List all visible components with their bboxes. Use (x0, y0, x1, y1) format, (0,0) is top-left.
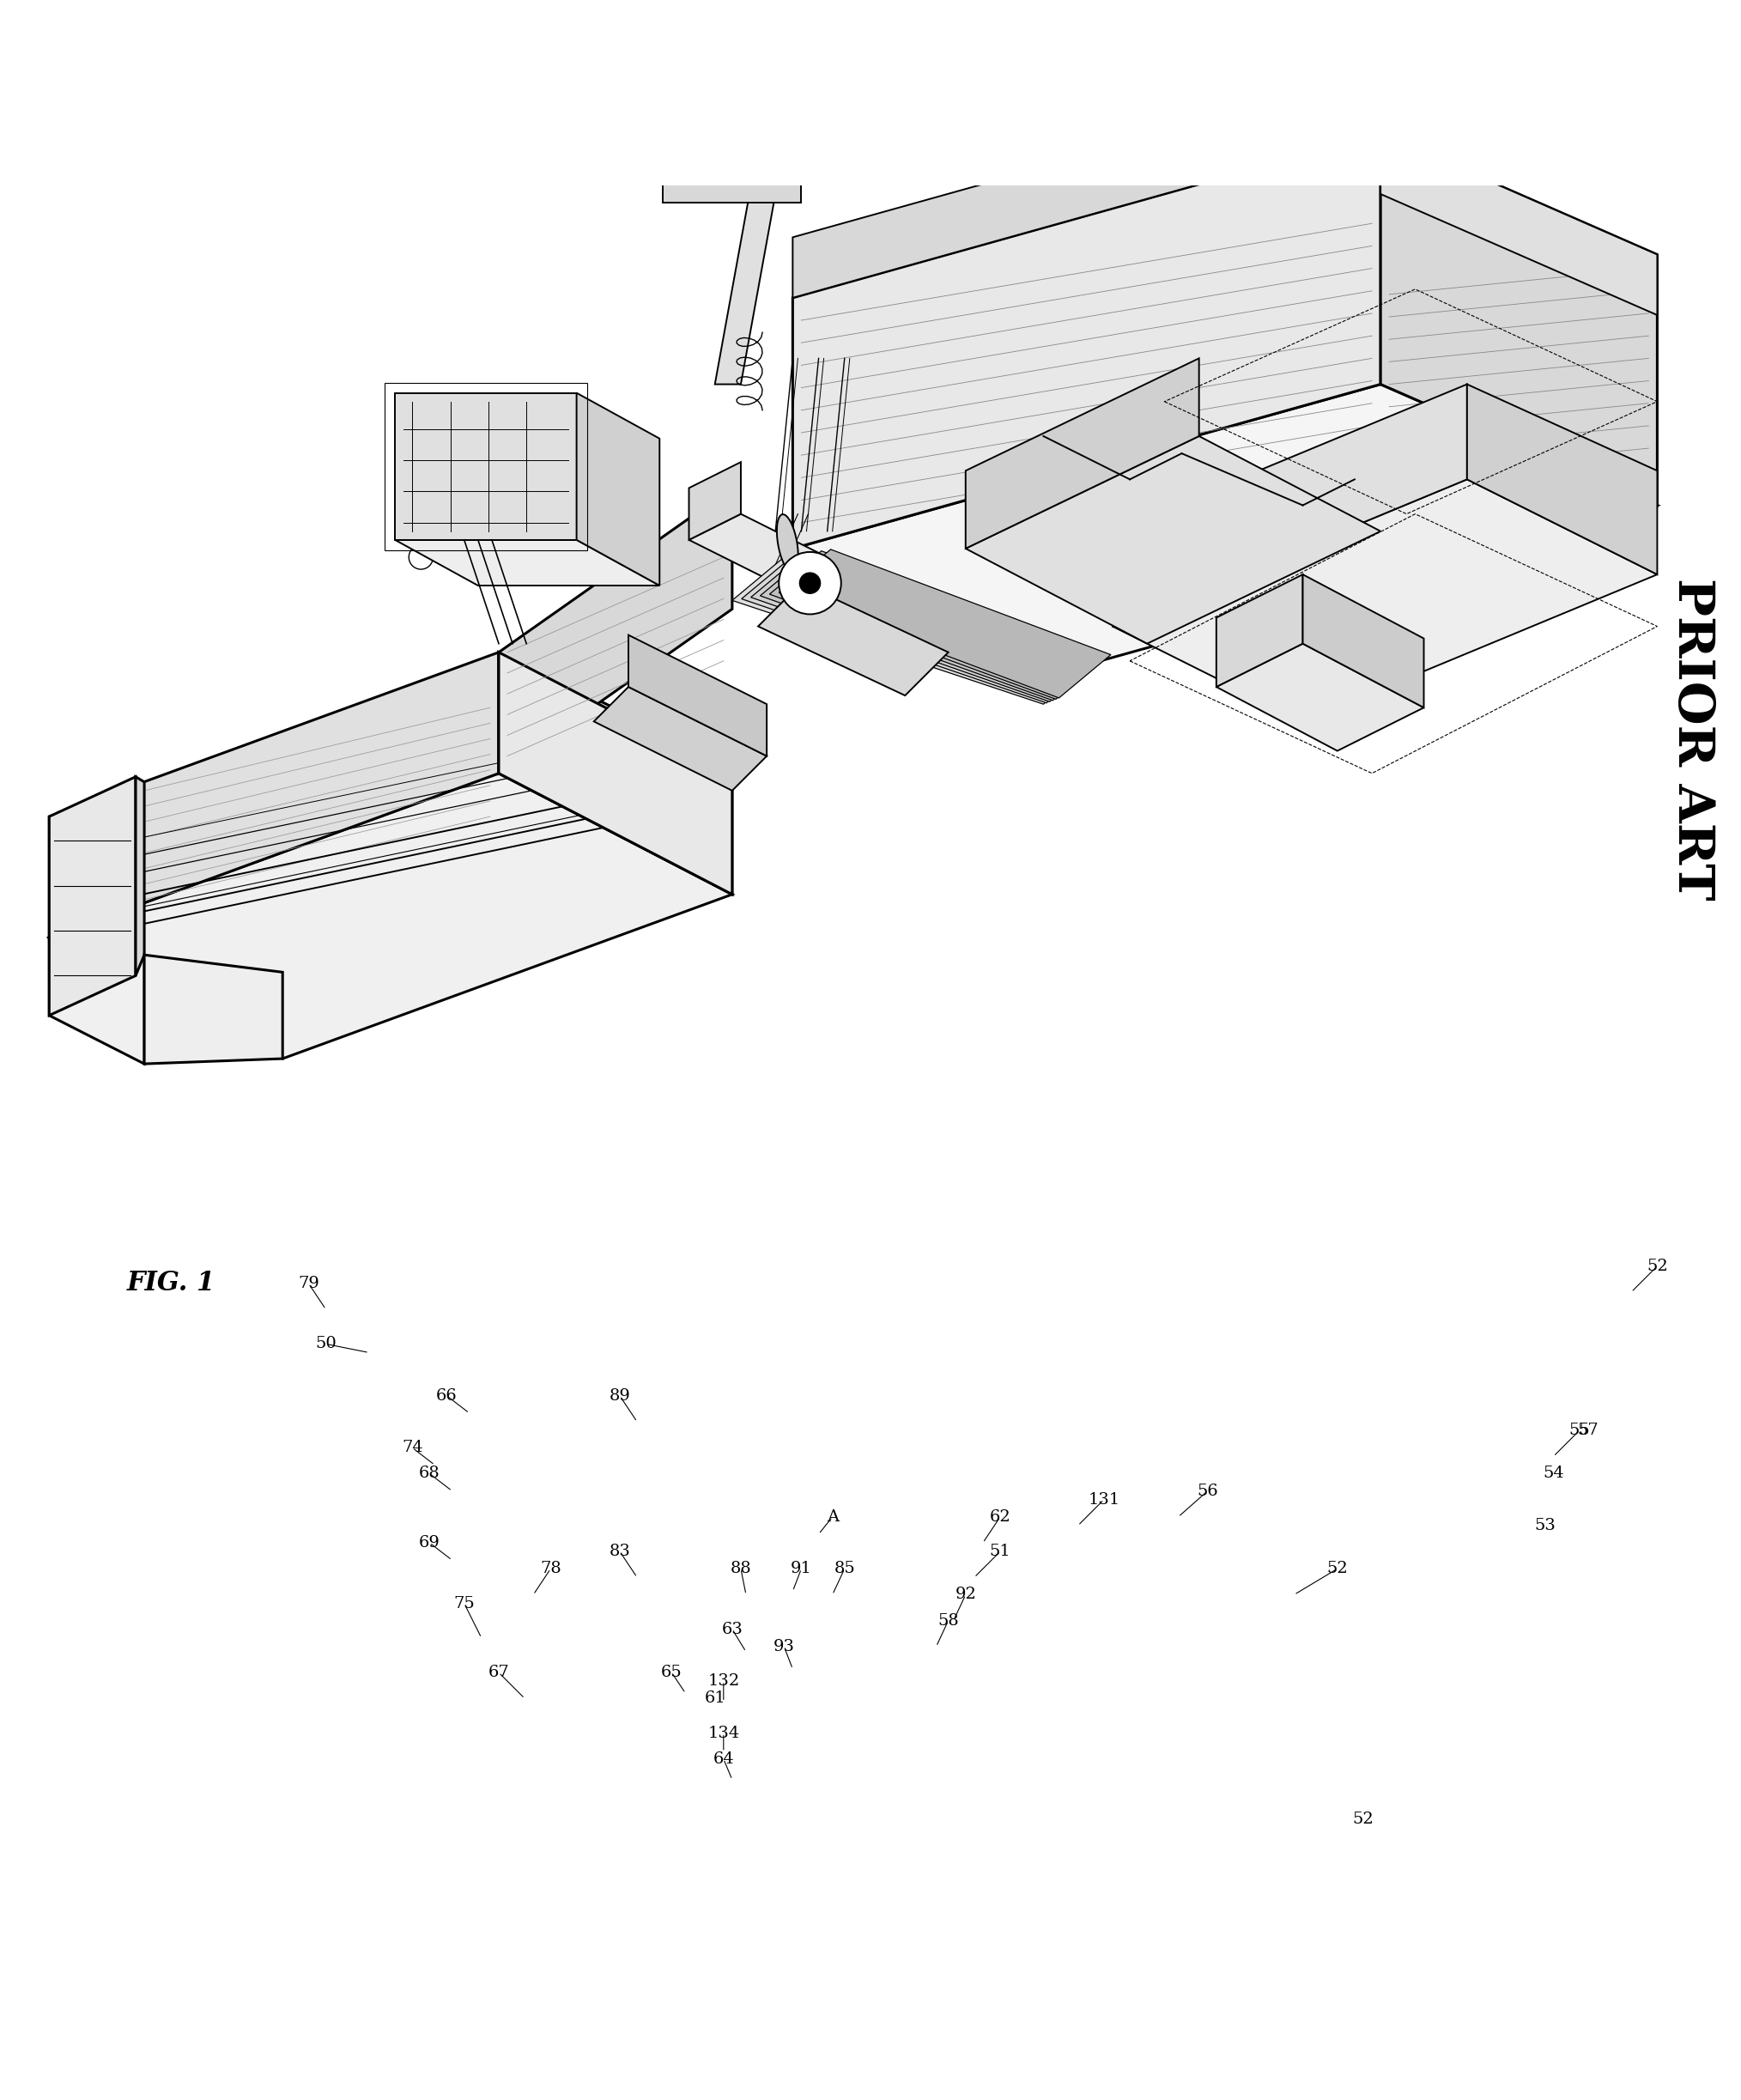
Polygon shape (792, 74, 1381, 298)
Text: 67: 67 (487, 1665, 510, 1680)
Text: 89: 89 (609, 1388, 630, 1403)
Polygon shape (966, 359, 1200, 548)
Polygon shape (750, 554, 1102, 701)
Text: 74: 74 (402, 1441, 423, 1455)
Polygon shape (498, 653, 733, 895)
Text: 53: 53 (1534, 1518, 1555, 1533)
Text: 54: 54 (1543, 1466, 1563, 1481)
Text: 52: 52 (1647, 1258, 1668, 1275)
Text: 51: 51 (989, 1544, 1012, 1558)
Text: 88: 88 (729, 1560, 752, 1577)
Polygon shape (498, 653, 733, 895)
Polygon shape (49, 653, 498, 937)
Bar (716, 521, 731, 536)
Text: 131: 131 (1088, 1491, 1119, 1508)
Polygon shape (1112, 479, 1657, 722)
Polygon shape (1381, 134, 1657, 506)
Text: 66: 66 (437, 1388, 458, 1403)
Polygon shape (1468, 384, 1657, 575)
Polygon shape (1112, 384, 1468, 626)
Text: 83: 83 (609, 1544, 630, 1558)
Text: 64: 64 (712, 1751, 735, 1766)
Text: 78: 78 (540, 1560, 561, 1577)
Text: 93: 93 (773, 1638, 796, 1655)
Text: FIG. 1: FIG. 1 (127, 1270, 216, 1298)
Text: 52: 52 (1327, 1560, 1348, 1577)
Polygon shape (757, 584, 949, 695)
Text: 62: 62 (989, 1510, 1012, 1525)
Polygon shape (576, 393, 660, 586)
Text: 50: 50 (315, 1336, 336, 1352)
Text: 63: 63 (721, 1621, 743, 1638)
Polygon shape (629, 634, 766, 756)
Text: 91: 91 (790, 1560, 811, 1577)
Polygon shape (716, 193, 775, 384)
Polygon shape (1381, 134, 1657, 315)
Text: 55: 55 (1569, 1422, 1590, 1438)
Polygon shape (689, 462, 742, 540)
Polygon shape (395, 540, 660, 586)
Polygon shape (742, 557, 1099, 704)
Polygon shape (1302, 575, 1424, 708)
Text: 79: 79 (298, 1275, 319, 1292)
Polygon shape (761, 552, 1104, 701)
Text: 56: 56 (1198, 1483, 1219, 1499)
Polygon shape (733, 557, 1095, 704)
Polygon shape (792, 384, 1657, 670)
Text: 132: 132 (707, 1674, 740, 1688)
Text: PRIOR ART: PRIOR ART (1668, 578, 1717, 901)
Text: 75: 75 (454, 1596, 475, 1611)
Text: 134: 134 (707, 1726, 740, 1741)
Polygon shape (49, 937, 145, 1065)
Polygon shape (1217, 643, 1424, 752)
Polygon shape (49, 773, 733, 1058)
Circle shape (799, 573, 820, 594)
Text: 57: 57 (1577, 1422, 1598, 1438)
Text: 58: 58 (938, 1613, 959, 1628)
Polygon shape (689, 514, 844, 592)
Polygon shape (770, 550, 1107, 699)
Text: 68: 68 (420, 1466, 440, 1481)
Polygon shape (1217, 575, 1302, 687)
Text: 85: 85 (834, 1560, 855, 1577)
Polygon shape (663, 176, 801, 204)
Bar (693, 521, 709, 536)
Polygon shape (49, 777, 136, 1016)
Polygon shape (792, 134, 1381, 548)
Text: 69: 69 (420, 1535, 440, 1550)
Ellipse shape (776, 514, 797, 573)
Polygon shape (594, 687, 766, 790)
Circle shape (778, 552, 841, 613)
Polygon shape (778, 550, 1111, 697)
Text: 65: 65 (662, 1665, 682, 1680)
Polygon shape (395, 393, 576, 540)
Text: 92: 92 (954, 1588, 977, 1602)
Polygon shape (145, 956, 282, 1065)
Text: 52: 52 (1353, 1812, 1374, 1827)
Polygon shape (136, 777, 145, 977)
Polygon shape (498, 487, 733, 773)
Polygon shape (966, 437, 1381, 643)
Text: A: A (827, 1510, 839, 1525)
Text: 61: 61 (705, 1691, 726, 1705)
